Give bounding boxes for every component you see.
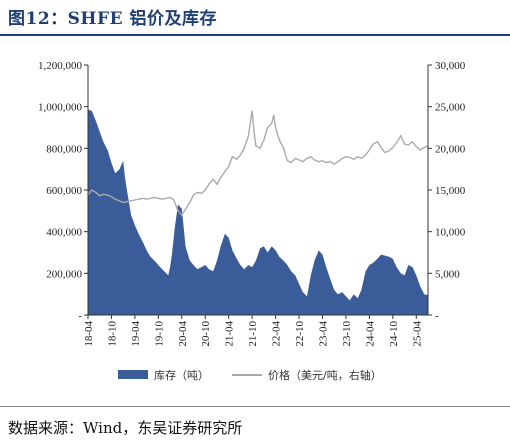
right-tick-label: 15,000 bbox=[435, 185, 466, 197]
chart: - 200,000 400,000 600,000 800,000 1,000,000 1,… bbox=[38, 60, 466, 382]
legend-label-inventory: 库存（吨） bbox=[154, 368, 209, 382]
series-price-line bbox=[87, 110, 429, 217]
legend-label-price: 价格（美元/吨，右轴） bbox=[268, 368, 382, 382]
left-tick-label: 400,000 bbox=[46, 227, 82, 239]
right-tick-label: - bbox=[435, 310, 439, 322]
right-tick-label: 25,000 bbox=[435, 102, 466, 114]
source-note: 数据来源：Wind，东吴证券研究所 bbox=[8, 419, 243, 437]
x-tick-label: 22-04 bbox=[271, 321, 283, 347]
right-tick-label: 30,000 bbox=[435, 60, 466, 72]
x-tick-label: 25-04 bbox=[411, 321, 423, 347]
x-tick-label: 20-10 bbox=[200, 321, 212, 347]
x-tick-label: 24-10 bbox=[388, 321, 400, 347]
right-tick-label: 20,000 bbox=[435, 143, 466, 155]
right-tick-label: 5,000 bbox=[435, 268, 460, 280]
left-tick-label: 800,000 bbox=[46, 143, 82, 155]
x-tick-label: 22-10 bbox=[294, 321, 306, 347]
x-tick-label: 19-04 bbox=[130, 321, 142, 347]
left-tick-label: 600,000 bbox=[46, 185, 82, 197]
chart-title: 图12：SHFE 铝价及库存 bbox=[8, 9, 217, 29]
x-tick-label: 24-04 bbox=[364, 321, 376, 347]
left-tick-label: 200,000 bbox=[46, 268, 82, 280]
x-tick-label: 19-10 bbox=[153, 321, 165, 347]
x-tick-label: 18-04 bbox=[83, 321, 95, 347]
source-rule bbox=[0, 406, 510, 407]
x-tick-label: 23-04 bbox=[317, 321, 329, 347]
x-tick-label: 20-04 bbox=[177, 321, 189, 347]
series-inventory-area bbox=[88, 109, 428, 315]
x-tick-label: 18-10 bbox=[106, 321, 118, 347]
x-tick-label: 23-10 bbox=[341, 321, 353, 347]
legend-swatch-inventory bbox=[118, 370, 148, 379]
right-tick-label: 10,000 bbox=[435, 227, 466, 239]
x-tick-label: 21-10 bbox=[247, 321, 259, 347]
title-rule bbox=[0, 34, 510, 36]
left-tick-label: - bbox=[78, 310, 82, 322]
left-tick-label: 1,000,000 bbox=[38, 102, 83, 114]
x-tick-label: 21-04 bbox=[224, 321, 236, 347]
left-tick-label: 1,200,000 bbox=[38, 60, 83, 72]
